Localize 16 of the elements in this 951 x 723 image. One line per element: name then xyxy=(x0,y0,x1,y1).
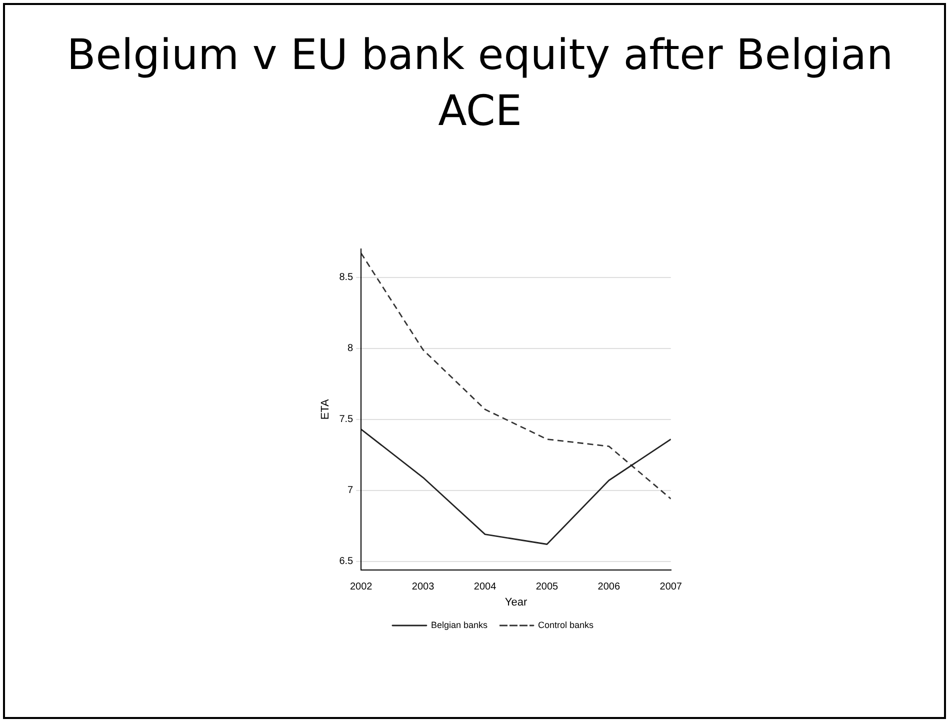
y-tick-label: 8 xyxy=(348,343,354,354)
chart-title: Belgium v EU bank equity after Belgian ACE xyxy=(66,29,894,137)
y-tick-label: 8.5 xyxy=(339,272,354,284)
x-tick-label: 2006 xyxy=(598,582,620,593)
y-axis-title: ETA xyxy=(320,398,332,420)
x-tick-label: 2002 xyxy=(350,582,373,593)
x-tick-label: 2004 xyxy=(474,582,497,593)
y-tick-label: 7 xyxy=(348,485,354,496)
x-tick-label: 2005 xyxy=(536,582,559,593)
x-tick-label: 2007 xyxy=(660,582,682,593)
x-tick-label: 2003 xyxy=(412,582,435,593)
x-axis-title: Year xyxy=(504,596,528,608)
legend-label: Belgian banks xyxy=(430,620,488,630)
y-tick-label: 7.5 xyxy=(339,414,354,426)
legend-label: Control banks xyxy=(538,620,594,630)
y-tick-label: 6.5 xyxy=(339,556,354,568)
